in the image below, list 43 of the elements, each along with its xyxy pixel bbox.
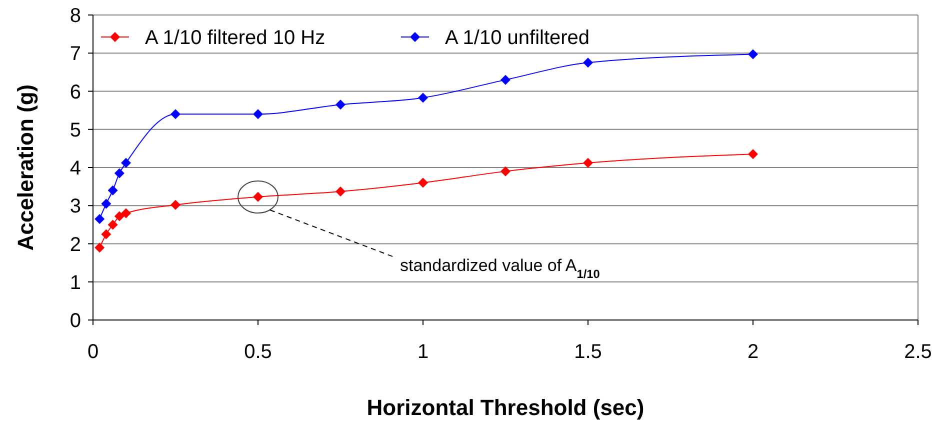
point xyxy=(121,158,131,168)
point xyxy=(253,109,263,120)
annotation: standardized value of A$_{1/10}$ xyxy=(400,256,600,281)
y-tick-label: 5 xyxy=(70,119,81,142)
y-tick-label: 0 xyxy=(70,310,81,332)
point xyxy=(500,74,510,85)
y-tick-label: 8 xyxy=(70,5,81,27)
y-tick-label: 1 xyxy=(70,272,81,294)
y-tick-label: 2 xyxy=(70,234,81,256)
legend-label: A 1/10 unfiltered xyxy=(445,27,590,49)
point xyxy=(336,186,346,197)
point xyxy=(121,208,131,218)
y-tick-label: 6 xyxy=(70,81,81,104)
x-tick-label: 0 xyxy=(87,341,99,363)
point xyxy=(748,149,758,160)
point xyxy=(418,92,428,103)
x-tick-label: 1 xyxy=(417,341,429,363)
x-tick-label: 2 xyxy=(747,341,759,363)
x-tick-label: 2.5 xyxy=(904,341,932,363)
y-tick-label: 4 xyxy=(70,158,81,180)
point xyxy=(418,178,428,188)
point xyxy=(94,242,105,253)
point xyxy=(94,214,105,224)
point xyxy=(101,198,112,209)
y-axis-title: Acceleration (g) xyxy=(13,84,38,251)
point xyxy=(114,168,124,178)
x-tick-label: 0.5 xyxy=(244,341,272,363)
point xyxy=(583,58,593,68)
y-tick-label: 7 xyxy=(70,43,81,66)
y-tick-label: 3 xyxy=(70,196,81,218)
legend-label: A 1/10 filtered 10 Hz xyxy=(145,27,326,49)
x-axis-title: Horizontal Threshold (sec) xyxy=(366,395,644,420)
x-tick-label: 1.5 xyxy=(574,341,602,363)
point xyxy=(336,100,346,110)
point xyxy=(114,211,124,222)
point xyxy=(170,200,180,210)
point xyxy=(500,166,510,176)
point xyxy=(583,158,593,168)
point xyxy=(108,220,118,230)
point xyxy=(108,185,118,196)
point xyxy=(170,109,180,120)
point xyxy=(748,49,758,60)
point xyxy=(101,229,112,240)
